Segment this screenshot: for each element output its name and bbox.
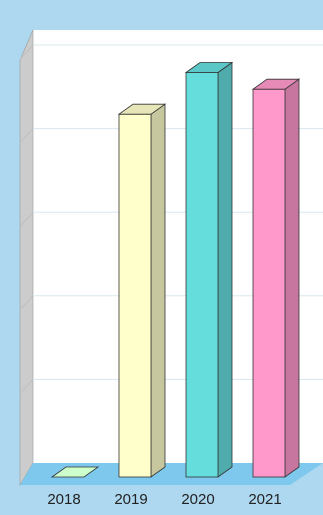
x-tick-label-2021: 2021 [248,491,281,508]
bar-side [284,78,300,478]
bars [50,61,301,478]
gridline-wall [19,295,34,311]
bar-front [185,72,219,478]
bar-top [184,62,234,73]
bar-2021 [251,78,301,478]
bar-2020 [184,61,234,478]
plot-back-wall [33,30,323,463]
bar-side [217,61,233,478]
gridline-wall [19,44,34,60]
bar-top [117,103,167,115]
x-tick-label-2020: 2020 [181,491,214,508]
bar-side [150,103,166,478]
plot-left-wall [19,29,34,487]
bar-2018 [50,466,100,478]
gridline-wall [19,128,34,143]
bar-front [252,88,286,478]
x-tick-label-2019: 2019 [114,491,147,508]
bar-top [50,466,100,478]
x-tick-label-2018: 2018 [47,491,80,508]
bar-front [118,113,152,478]
bar-2019 [117,103,167,478]
x-axis-tick-labels: 2018 2019 2020 2021 [47,491,281,508]
bar-top [251,78,301,90]
gridline-wall [19,211,34,227]
gridline-wall [19,379,34,394]
